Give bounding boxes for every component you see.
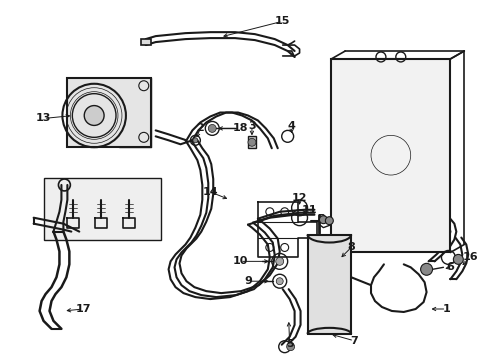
Bar bbox=[141, 39, 150, 45]
Bar bbox=[307, 235, 350, 334]
Bar bbox=[67, 78, 150, 147]
Text: 8: 8 bbox=[346, 243, 354, 252]
Bar bbox=[43, 178, 161, 239]
Circle shape bbox=[452, 255, 462, 264]
Circle shape bbox=[192, 138, 198, 143]
Bar bbox=[247, 136, 255, 148]
Text: 9: 9 bbox=[244, 276, 251, 286]
Text: 7: 7 bbox=[349, 336, 357, 346]
Text: 6: 6 bbox=[446, 262, 453, 272]
Text: 4: 4 bbox=[287, 121, 295, 131]
Text: 2: 2 bbox=[196, 123, 204, 134]
Circle shape bbox=[247, 138, 255, 146]
Circle shape bbox=[275, 257, 283, 265]
Text: 1: 1 bbox=[442, 304, 449, 314]
Text: 18: 18 bbox=[232, 123, 247, 134]
Text: 13: 13 bbox=[36, 113, 51, 123]
Bar bbox=[331, 59, 449, 252]
Circle shape bbox=[325, 217, 333, 225]
Text: 11: 11 bbox=[301, 205, 317, 215]
Text: 15: 15 bbox=[274, 16, 290, 26]
Circle shape bbox=[276, 278, 283, 285]
Text: 5: 5 bbox=[285, 339, 293, 349]
Text: 10: 10 bbox=[232, 256, 247, 266]
Circle shape bbox=[286, 343, 294, 351]
Circle shape bbox=[319, 216, 326, 224]
Text: 14: 14 bbox=[202, 187, 218, 197]
Text: 16: 16 bbox=[462, 252, 477, 262]
Circle shape bbox=[208, 125, 216, 132]
Circle shape bbox=[84, 105, 104, 125]
Text: 17: 17 bbox=[75, 304, 91, 314]
Text: 12: 12 bbox=[291, 193, 306, 203]
Circle shape bbox=[420, 264, 432, 275]
Text: 3: 3 bbox=[247, 121, 255, 131]
